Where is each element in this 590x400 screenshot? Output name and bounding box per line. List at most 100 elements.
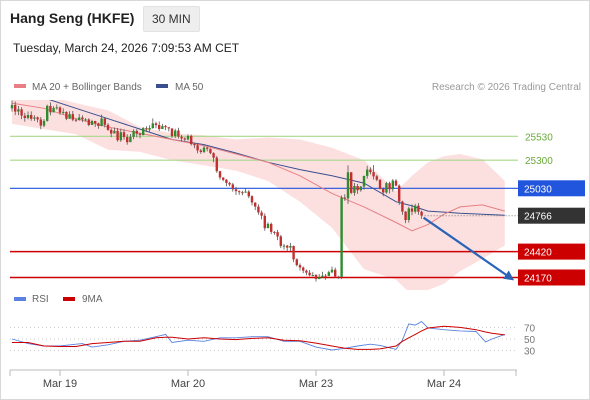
candle-body xyxy=(14,104,17,112)
level-label-25300: 25300 xyxy=(525,156,553,167)
candle-body xyxy=(148,128,151,130)
candle-body xyxy=(420,211,423,216)
candle-body xyxy=(266,223,270,229)
candle-body xyxy=(129,136,132,143)
candle-body xyxy=(298,265,302,268)
candle-body xyxy=(222,177,225,180)
rsi-legend-label: RSI xyxy=(32,294,49,305)
candle-body xyxy=(190,135,193,145)
candle-body xyxy=(263,215,266,229)
candle-body xyxy=(119,132,122,141)
rsi-tick-label: 30 xyxy=(524,347,536,358)
candle-body xyxy=(100,118,103,126)
candle-body xyxy=(113,130,116,134)
candle-body xyxy=(90,121,94,125)
level-badge-text-24420: 24420 xyxy=(524,248,552,259)
rsi-line xyxy=(11,321,505,351)
candle-body xyxy=(404,211,407,220)
ma50-line xyxy=(48,100,505,216)
candle-body xyxy=(206,147,209,149)
price-levels xyxy=(10,135,518,279)
candle-body xyxy=(343,197,346,199)
candle-body xyxy=(378,179,382,189)
candle-body xyxy=(414,205,417,212)
candle-body xyxy=(212,153,215,158)
ma50-legend-swatch xyxy=(156,84,168,88)
candle-body xyxy=(289,246,292,248)
ma20-legend-swatch xyxy=(14,84,26,88)
candle-body xyxy=(356,186,359,191)
rsi-ma-line xyxy=(12,325,505,350)
candle-body xyxy=(362,175,366,187)
candle-body xyxy=(244,191,247,193)
candle-body xyxy=(186,135,190,140)
candle-body xyxy=(33,117,36,119)
candle-body xyxy=(382,189,385,193)
rsi-ma-legend-swatch xyxy=(63,297,75,301)
candle-body xyxy=(228,183,231,185)
candle-body xyxy=(407,208,410,220)
candle-body xyxy=(46,105,49,121)
candle-body xyxy=(49,105,52,113)
candle-body xyxy=(295,259,298,266)
candle-body xyxy=(193,144,196,146)
candle-body xyxy=(410,208,414,212)
candle-body xyxy=(238,191,241,193)
bollinger-bands xyxy=(12,100,505,290)
candle-body xyxy=(311,275,314,276)
candle-body xyxy=(174,130,177,137)
candle-body xyxy=(353,186,356,193)
candle-body xyxy=(394,180,398,186)
candle-body xyxy=(23,115,26,118)
candle-body xyxy=(286,245,289,248)
candle-body xyxy=(30,115,33,119)
candle-body xyxy=(202,147,206,152)
candle-body xyxy=(122,132,126,138)
candle-body xyxy=(97,123,100,126)
candle-body xyxy=(142,128,145,136)
timeframe-badge[interactable]: 30 MIN xyxy=(143,6,200,32)
candle-body xyxy=(164,126,167,128)
candle-body xyxy=(116,130,119,141)
candle-body xyxy=(84,119,87,121)
forecast-arrow-line xyxy=(422,216,515,281)
ma20-legend-label: MA 20 + Bollinger Bands xyxy=(32,82,142,93)
candle-body xyxy=(55,107,58,109)
candle-body xyxy=(158,125,161,129)
candle-body xyxy=(282,245,286,247)
candle-body xyxy=(391,180,394,190)
current-price-text: 24766 xyxy=(524,212,552,223)
candle-body xyxy=(42,120,46,126)
candle-body xyxy=(110,129,113,134)
candle-body xyxy=(87,119,90,125)
candle-body xyxy=(138,133,142,135)
candle-body xyxy=(372,172,375,177)
candle-body xyxy=(94,121,97,124)
candle-body xyxy=(324,275,327,277)
level-labels: 25530 25300 25030 24420 24170 24766 xyxy=(518,132,585,286)
candle-body xyxy=(308,272,311,276)
rsi-legend-swatch xyxy=(14,297,26,301)
candle-body xyxy=(302,267,305,271)
candle-body xyxy=(273,231,276,233)
candle-body xyxy=(145,128,148,130)
candle-body xyxy=(292,246,295,260)
bollinger-band-area xyxy=(12,100,505,290)
candle-body xyxy=(340,197,343,277)
x-axis-tick-label: Mar 19 xyxy=(43,378,77,390)
current-price-badge xyxy=(518,207,585,224)
level-badge-24420 xyxy=(518,243,585,260)
candle-body xyxy=(321,275,324,278)
level-badge-text-24170: 24170 xyxy=(524,274,552,285)
level-badge-text-25030: 25030 xyxy=(524,184,552,195)
candle-body xyxy=(375,176,378,180)
candle-body xyxy=(350,172,353,193)
candle-body xyxy=(270,223,273,232)
candle-body xyxy=(180,136,183,139)
candle-body xyxy=(17,109,20,112)
candle-body xyxy=(62,111,65,113)
candle-body xyxy=(81,117,84,120)
candle-body xyxy=(199,150,202,152)
candle-body xyxy=(58,107,62,113)
